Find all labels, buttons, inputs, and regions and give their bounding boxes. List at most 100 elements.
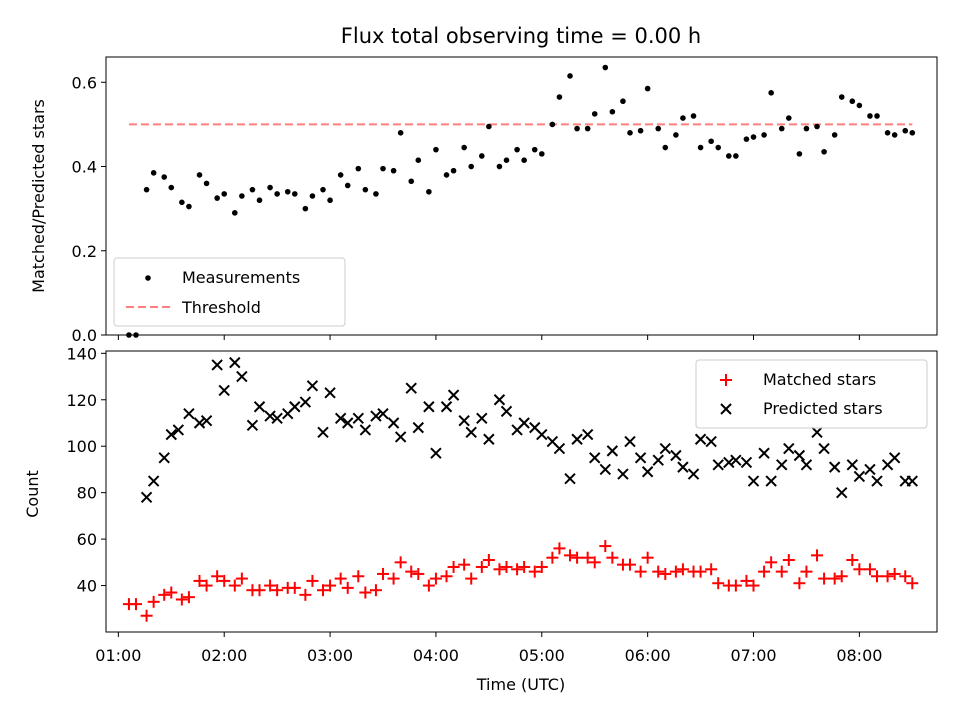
predicted-star-point (423, 401, 435, 413)
matched-star-point (447, 560, 460, 573)
measurement-point (337, 172, 344, 178)
measurement-point (284, 188, 291, 195)
matched-star-point (581, 551, 594, 564)
predicted-star-point (342, 417, 354, 429)
predicted-star-point (723, 456, 735, 469)
predicted-star-point (387, 417, 400, 429)
x-tick-label: 08:00 (836, 646, 882, 665)
predicted-star-point (758, 447, 770, 459)
matched-star-point (835, 570, 848, 583)
predicted-star-point (571, 433, 583, 445)
x-tick-label: 01:00 (95, 646, 141, 665)
matched-star-point (228, 579, 241, 592)
bottom-panel: 40 60 80 100 120 140 01:00 02:00 03:00 04:00 05:0… (23, 344, 938, 694)
measurement-point (214, 195, 220, 201)
measurement-point (743, 136, 750, 142)
measurement-point (344, 182, 351, 189)
measurement-point (867, 113, 873, 119)
matched-star-point (588, 556, 601, 569)
measurement-point (796, 151, 803, 157)
measurement-point (496, 163, 503, 170)
predicted-star-point (317, 426, 329, 438)
predicted-star-point (853, 470, 866, 483)
predicted-star-point (440, 401, 453, 413)
matched-star-point (694, 565, 707, 578)
bottom-y-tick-label: 60 (77, 530, 97, 549)
measurement-point (591, 111, 598, 117)
predicted-star-point (828, 461, 841, 473)
matched-star-point (500, 560, 513, 573)
matched-star-point (881, 570, 894, 583)
matched-star-point (394, 556, 407, 569)
predicted-star-point (687, 468, 700, 480)
measurement-point (884, 130, 891, 136)
matched-star-point (193, 574, 206, 587)
matched-star-point (369, 584, 382, 597)
matched-star-point (729, 579, 742, 592)
x-tick-label: 03:00 (307, 646, 353, 665)
predicted-star-point (246, 419, 259, 432)
top-y-tick-label: 0.2 (72, 242, 97, 261)
matched-star-point (235, 572, 248, 585)
measurement-point (785, 115, 792, 121)
matched-star-point (712, 577, 725, 590)
matched-star-point (782, 554, 795, 567)
matched-star-point (846, 554, 859, 567)
predicted-star-point (906, 475, 919, 487)
matched-star-point (200, 579, 213, 592)
measurement-point (231, 210, 238, 216)
measurement-point (609, 108, 616, 115)
matched-star-point (624, 558, 637, 571)
matched-star-point (440, 570, 453, 583)
matched-star-point (863, 563, 876, 576)
predicted-star-point (606, 445, 619, 457)
measurement-point (644, 85, 651, 92)
measurement-point (733, 153, 739, 159)
predicted-star-point (334, 412, 347, 425)
predicted-star-point (465, 426, 477, 438)
predicted-star-point (193, 417, 206, 429)
measurement-point (267, 184, 273, 191)
measurement-point (415, 157, 422, 163)
chart-title: Flux total observing time = 0.00 h (341, 24, 701, 48)
measurement-point (143, 186, 150, 193)
matched-star-point (359, 586, 372, 599)
measurement-point (831, 132, 838, 138)
matched-star-point (429, 572, 442, 585)
predicted-star-point (430, 447, 442, 459)
matched-star-point (482, 554, 495, 567)
matched-star-point (129, 598, 142, 611)
measurement-point (574, 125, 580, 132)
bottom-legend: Matched stars Predicted stars (695, 359, 928, 429)
measurement-point (902, 127, 909, 134)
predicted-star-point (324, 387, 336, 399)
predicted-star-point (271, 412, 283, 425)
measurement-point (302, 205, 309, 212)
matched-star-point (147, 595, 160, 608)
matched-star-point (641, 551, 654, 564)
predicted-star-point (394, 431, 407, 443)
measurement-point (655, 125, 662, 132)
matched-star-point (818, 572, 831, 585)
predicted-star-point (783, 442, 795, 455)
predicted-star-point (405, 382, 417, 394)
matched-star-point (564, 549, 577, 562)
measurement-point (778, 125, 785, 132)
matched-star-point (317, 584, 330, 597)
predicted-star-point (776, 459, 788, 471)
matched-star-point (405, 565, 418, 578)
predicted-star-point (846, 459, 859, 471)
bottom-legend-box (695, 359, 928, 429)
predicted-star-point (147, 475, 160, 487)
measurement-point (362, 186, 369, 193)
legend-threshold-label: Threshold (181, 298, 261, 317)
predicted-star-point (158, 452, 170, 464)
matched-star-point (271, 584, 284, 597)
measurement-point (179, 199, 185, 206)
predicted-star-point (864, 463, 876, 476)
measurement-point (602, 64, 609, 71)
measurement-point (803, 125, 810, 132)
x-tick-label: 05:00 (519, 646, 565, 665)
measurement-point (397, 130, 404, 136)
